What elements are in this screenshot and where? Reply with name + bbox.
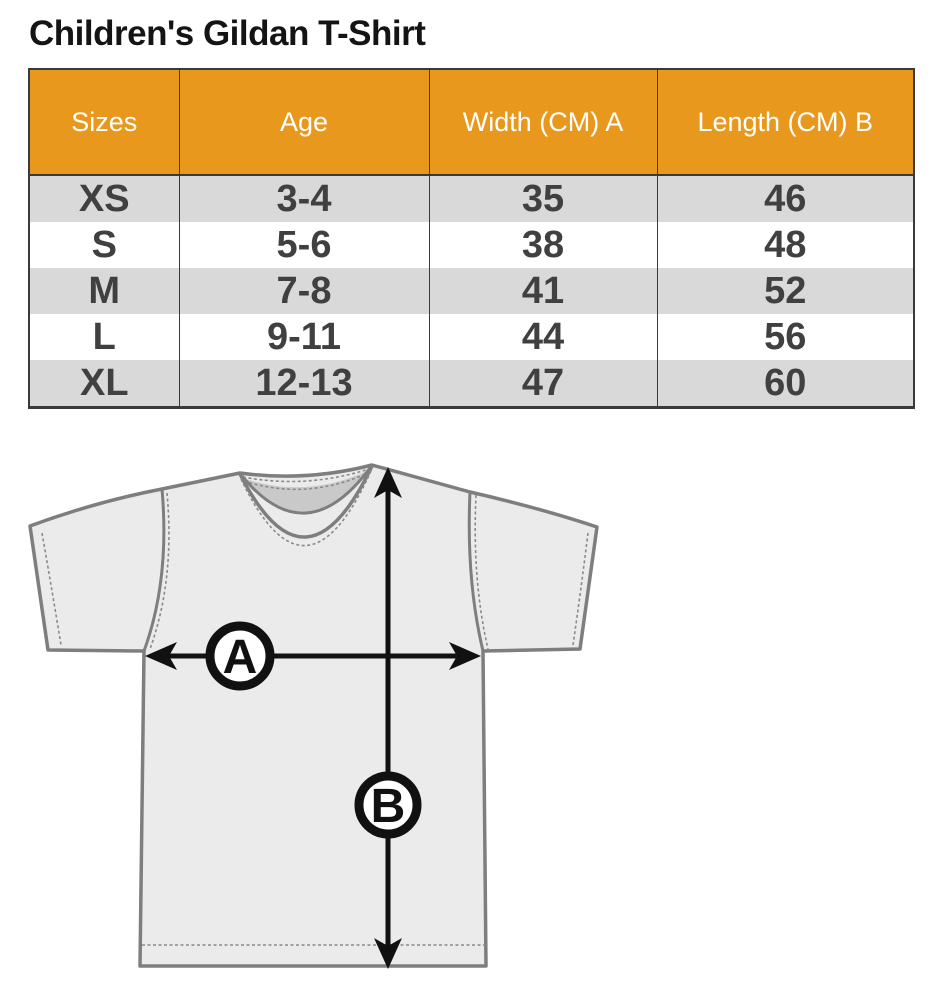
- tshirt-diagram: A B: [28, 463, 599, 969]
- collar-outer-stitch: [240, 470, 372, 547]
- measure-b-badge: B: [354, 771, 422, 839]
- collar-back-stitch-1: [242, 468, 370, 483]
- column-header-sizes: Sizes: [29, 69, 179, 176]
- column-header-width: Width (CM) A: [428, 69, 657, 176]
- header-row: Sizes Age Width (CM) A Length (CM) B: [29, 69, 914, 176]
- measure-a-badge: A: [205, 621, 275, 691]
- measure-b-label: B: [371, 780, 406, 833]
- size-cell: S: [91, 224, 117, 266]
- width-cell: 38: [428, 222, 657, 268]
- collar-outer-edge: [238, 465, 374, 539]
- width-cell: 41: [428, 268, 657, 314]
- length-cell: 52: [656, 268, 914, 314]
- size-cell: L: [92, 316, 116, 358]
- sleeve-stitch-left: [41, 532, 62, 646]
- table-row: M 7-8 41 52: [29, 268, 914, 314]
- table-row: XL 12-13 47 60: [29, 360, 914, 408]
- arrowhead-right: [449, 642, 481, 670]
- length-arrow: [374, 467, 402, 969]
- size-cell: XS: [78, 178, 130, 220]
- length-cell: 60: [656, 360, 914, 408]
- armhole-stitch-left: [149, 492, 170, 650]
- age-cell: 7-8: [178, 268, 429, 314]
- table-row: S 5-6 38 48: [29, 222, 914, 268]
- tshirt-outline: [28, 463, 599, 968]
- arrowhead-up: [374, 467, 402, 498]
- armhole-seam-left: [142, 488, 166, 652]
- armhole-stitch-right: [474, 494, 489, 650]
- length-cell: 48: [656, 222, 914, 268]
- column-header-length: Length (CM) B: [656, 69, 914, 176]
- collar-back-stitch-2: [243, 472, 369, 491]
- age-cell: 12-13: [178, 360, 429, 408]
- sleeve-stitch-right: [572, 532, 589, 646]
- collar-inner-edge: [240, 467, 372, 515]
- column-header-age: Age: [178, 69, 429, 176]
- age-cell: 5-6: [178, 222, 429, 268]
- armhole-seam-right: [467, 491, 485, 652]
- width-cell: 47: [428, 360, 657, 408]
- width-cell: 44: [428, 314, 657, 360]
- length-cell: 56: [656, 314, 914, 360]
- width-cell: 35: [428, 175, 657, 222]
- arrowhead-down: [374, 938, 402, 969]
- size-cell: M: [88, 270, 121, 312]
- length-cell: 46: [656, 175, 914, 222]
- age-cell: 3-4: [178, 175, 429, 222]
- table-row: L 9-11 44 56: [29, 314, 914, 360]
- size-chart-table: Sizes Age Width (CM) A Length (CM) B XS …: [28, 68, 915, 409]
- age-cell: 9-11: [178, 314, 429, 360]
- page-title: Children's Gildan T-Shirt: [29, 14, 426, 53]
- size-cell: XL: [79, 362, 129, 404]
- measure-a-label: A: [223, 631, 258, 684]
- arrowhead-left: [145, 642, 177, 670]
- collar-back-fill: [242, 468, 370, 514]
- table-row: XS 3-4 35 46: [29, 175, 914, 222]
